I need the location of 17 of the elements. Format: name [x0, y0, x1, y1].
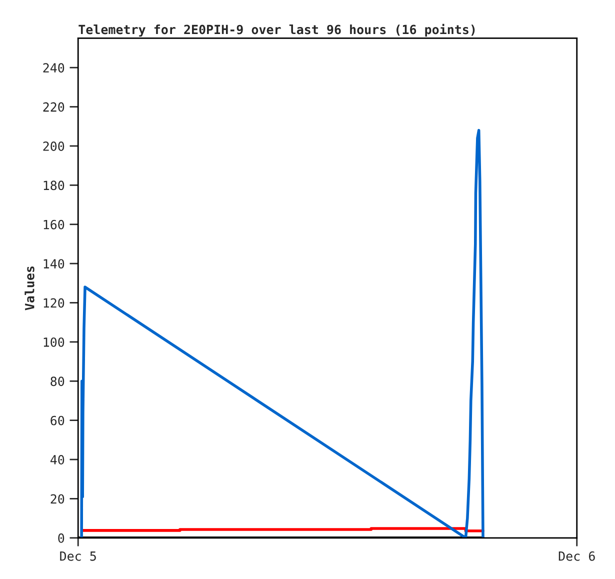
chart-title: Telemetry for 2E0PIH-9 over last 96 hours (16 points) [78, 24, 475, 37]
y-tick-label: 140 [44, 259, 64, 269]
y-tick-label: 220 [43, 102, 64, 112]
x-tick-label: Dec 6 [558, 551, 595, 561]
y-tick-label: 20 [50, 494, 64, 504]
y-tick-label: 100 [44, 337, 64, 347]
y-tick-label: 160 [44, 220, 64, 230]
y-tick-label: 60 [50, 416, 64, 426]
x-tick-label: Dec 5 [60, 552, 96, 561]
y-tick-label: 200 [43, 141, 64, 151]
y-tick-label: 240 [43, 63, 64, 73]
y-tick-label: 80 [50, 376, 64, 386]
y-tick-label: 0 [58, 533, 64, 543]
y-tick-label: 120 [44, 298, 64, 308]
y-tick-label: 40 [50, 455, 64, 464]
y-axis-title: Values [24, 266, 34, 310]
y-tick-label: 180 [44, 180, 64, 190]
